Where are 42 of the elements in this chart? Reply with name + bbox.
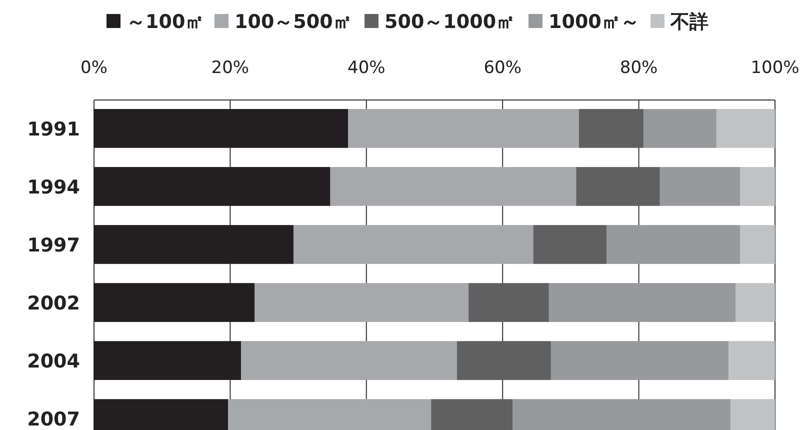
bar: [606, 225, 740, 264]
bar: [740, 167, 775, 206]
x-tick-label: 100%: [750, 58, 800, 78]
bar: [740, 225, 775, 264]
bar: [294, 225, 534, 264]
bar: [728, 341, 775, 380]
bar: [94, 341, 242, 380]
y-tick-label: 2007: [27, 408, 80, 430]
x-tick-label: 20%: [211, 58, 250, 78]
bar: [644, 109, 716, 148]
x-tick-label: 40%: [348, 58, 386, 78]
bar: [533, 225, 607, 264]
bar: [94, 109, 348, 148]
x-tick-label: 0%: [80, 58, 108, 78]
legend-label: 100～500㎡: [234, 11, 352, 33]
legend-label: 500～1000㎡: [384, 11, 516, 33]
x-tick-label: 80%: [620, 58, 658, 78]
y-tick-label: 2004: [27, 350, 80, 373]
legend-label: ～100㎡: [126, 11, 204, 33]
y-tick-label: 1994: [27, 176, 80, 198]
y-tick-label: 1997: [27, 234, 80, 256]
bar: [94, 225, 294, 264]
bar: [660, 167, 740, 206]
legend-label: 不詳: [670, 11, 708, 33]
bar: [716, 109, 775, 148]
bar: [736, 283, 775, 322]
y-tick-label: 1991: [27, 118, 80, 140]
bar: [456, 341, 551, 380]
x-tick-label: 60%: [484, 58, 522, 78]
legend-label: 1000㎡～: [548, 11, 640, 33]
y-tick-label: 2002: [27, 292, 80, 315]
bar: [548, 283, 736, 322]
bar: [330, 167, 576, 206]
bar: [550, 341, 729, 380]
bar: [578, 109, 644, 148]
bar: [254, 283, 469, 322]
bar: [241, 341, 457, 380]
bar: [94, 283, 255, 322]
bar: [348, 109, 579, 148]
bar: [468, 283, 549, 322]
bar: [94, 167, 330, 206]
bar: [576, 167, 660, 206]
